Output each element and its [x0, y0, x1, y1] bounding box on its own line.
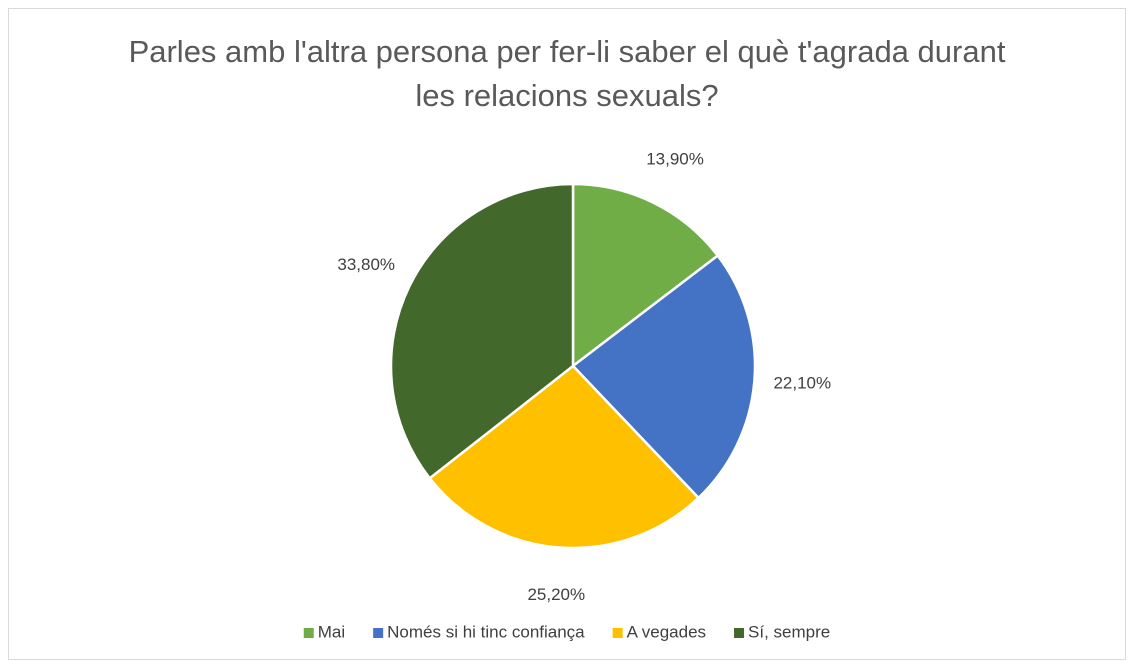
- legend-swatch: [373, 628, 384, 638]
- data-label: 22,10%: [773, 374, 831, 393]
- legend-swatch: [612, 628, 623, 638]
- legend-swatch: [734, 628, 745, 638]
- pie-slice: [571, 182, 720, 369]
- legend-label: Només si hi tinc confiança: [387, 622, 585, 641]
- legend-swatch: [303, 628, 314, 638]
- pie-slice: [571, 253, 757, 500]
- pie-slice: [389, 182, 575, 481]
- legend-label: Mai: [318, 622, 345, 641]
- legend-label: Sí, sempre: [748, 622, 830, 641]
- data-label: 33,80%: [337, 255, 395, 274]
- pie-slice: [427, 364, 701, 550]
- legend-label: A vegades: [627, 622, 706, 641]
- data-label: 13,90%: [646, 149, 704, 168]
- data-label: 25,20%: [527, 585, 585, 604]
- chart-title: Parles amb l'altra persona per fer-li sa…: [128, 34, 1006, 113]
